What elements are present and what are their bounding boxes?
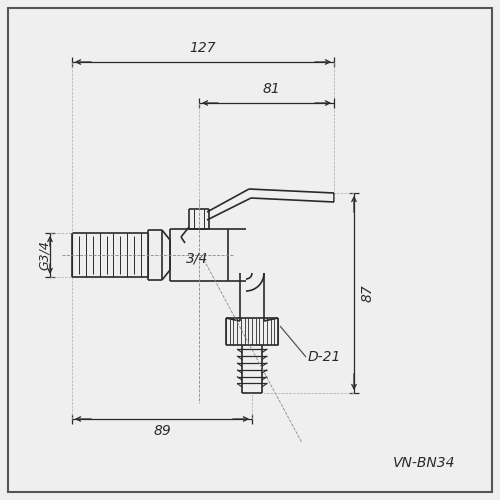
Text: 127: 127	[190, 41, 216, 55]
Text: VN-BN34: VN-BN34	[392, 456, 455, 470]
Text: G3/4: G3/4	[38, 240, 51, 270]
Text: 3/4: 3/4	[186, 252, 208, 266]
Text: 81: 81	[262, 82, 280, 96]
Text: 89: 89	[153, 424, 171, 438]
Text: 87: 87	[361, 284, 375, 302]
Text: D-21: D-21	[308, 350, 342, 364]
